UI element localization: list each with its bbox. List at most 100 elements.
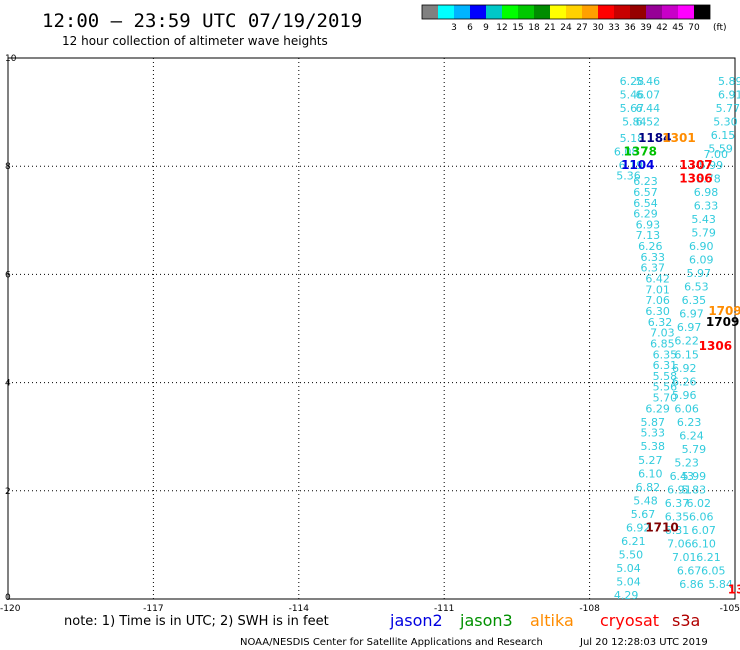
legend-label: 39 — [640, 23, 652, 33]
x-tick-label: -120 — [0, 604, 21, 614]
wave-height-value: 6.06 — [674, 402, 699, 415]
wave-height-value: 5.99 — [682, 470, 707, 483]
wave-height-value: 6.82 — [636, 481, 661, 494]
pass-time-label: 1104 — [621, 158, 654, 172]
wave-height-value: 5.58 — [653, 370, 678, 383]
wave-height-value: 5.96 — [672, 389, 697, 402]
wave-height-value: 5.46 — [620, 89, 645, 102]
plot-frame — [7, 57, 736, 600]
note-text: note: 1) Time is in UTC; 2) SWH is in fe… — [64, 614, 329, 629]
chart-subtitle: 12 hour collection of altimeter wave hei… — [62, 34, 328, 48]
legend-label: 70 — [688, 23, 700, 33]
wave-height-value: 5.77 — [716, 102, 740, 115]
legend-swatch — [486, 5, 502, 19]
wave-height-value: 6.92 — [672, 362, 697, 375]
x-tick-label: -108 — [579, 604, 600, 614]
wave-height-value: 5.27 — [638, 454, 663, 467]
wave-height-value: 6.86 — [679, 578, 704, 591]
wave-height-value: 5.46 — [636, 75, 661, 88]
y-tick-label: 4 — [5, 379, 11, 389]
wave-height-value: 6.02 — [687, 497, 712, 510]
wave-height-value: 6.54 — [633, 197, 658, 210]
wave-height-value: 5.87 — [640, 416, 665, 429]
wave-height-value: 6.22 — [674, 335, 699, 348]
wave-height-value: 6.37 — [640, 262, 665, 275]
legend-swatch — [694, 5, 710, 19]
legend-label: 9 — [483, 23, 489, 33]
legend-swatch — [582, 5, 598, 19]
legend-label: 15 — [512, 23, 523, 33]
wave-height-value: 5.89 — [718, 75, 740, 88]
wave-height-value: 6.30 — [645, 305, 670, 318]
mission-name-s3a: s3a — [672, 611, 700, 630]
y-tick-label: 10 — [5, 54, 17, 64]
wave-height-value: 6.32 — [648, 316, 673, 329]
pass-time-label: 1709 — [708, 304, 740, 318]
wave-height-value: 6.24 — [679, 429, 704, 442]
wave-height-value: 5.97 — [687, 267, 712, 280]
pass-time-label: 1710 — [645, 520, 678, 534]
legend-label: 6 — [467, 23, 473, 33]
legend-label: 24 — [560, 23, 572, 33]
mission-name-altika: altika — [530, 611, 574, 630]
wave-height-value: 6.67 — [677, 565, 702, 578]
pass-time-label: 1307 — [679, 158, 712, 172]
wave-height-value: 5.18 — [620, 132, 645, 145]
x-axis-ticks: -120 -117 -114 -111 -108 -105 — [0, 604, 740, 614]
wave-height-value: 6.26 — [638, 240, 663, 253]
wave-height-value: 6.35 — [653, 348, 678, 361]
pass-time-label: 1184 — [638, 131, 671, 145]
footer-timestamp: Jul 20 12:28:03 UTC 2019 — [579, 637, 708, 648]
wave-height-value: 5.67 — [631, 508, 656, 521]
wave-height-value: 5.59 — [708, 143, 733, 156]
wave-height-value: 5.04 — [616, 575, 641, 588]
pass-time-label: 1305 — [728, 583, 740, 597]
chart-title: 12:00 – 23:59 UTC 07/19/2019 — [42, 10, 362, 32]
mission-legend: jason2 jason3 altika cryosat s3a — [389, 611, 700, 630]
wave-height-value: 6.33 — [694, 199, 719, 212]
wave-height-value: 7.03 — [650, 327, 675, 340]
wave-height-value: 6.85 — [650, 337, 675, 350]
pass-time-label: 1306 — [699, 339, 732, 353]
wave-height-value: 6.37 — [665, 497, 690, 510]
legend-label: 42 — [656, 23, 667, 33]
wave-height-value: 4.29 — [614, 589, 639, 602]
mission-name-cryosat: cryosat — [600, 611, 659, 630]
legend-label: 36 — [624, 23, 636, 33]
legend-swatch — [614, 5, 630, 19]
wave-height-value: 6.21 — [696, 551, 721, 564]
wave-height-value: 6.90 — [689, 240, 714, 253]
wave-height-value: 6.21 — [621, 535, 646, 548]
wave-height-value: 6.06 — [689, 511, 714, 524]
x-tick-label: -111 — [434, 604, 454, 614]
y-axis-ticks: 0 2 4 6 8 10 — [5, 54, 17, 603]
wave-height-value: 5.70 — [653, 392, 678, 405]
pass-time-labels: 1184137811041301130713061709170913061710… — [621, 131, 740, 597]
wave-height-value: 6.97 — [677, 321, 702, 334]
wave-height-value: 7.01 — [672, 551, 697, 564]
wave-height-value: 5.38 — [640, 440, 665, 453]
wave-height-value: 7.00 — [703, 148, 728, 161]
wave-height-value: 6.23 — [677, 416, 702, 429]
legend-label: 12 — [496, 23, 507, 33]
wave-height-value: 6.35 — [682, 294, 707, 307]
wave-height-value: 5.50 — [619, 548, 644, 561]
wave-height-value: 6.33 — [640, 251, 665, 264]
legend-label: 18 — [528, 23, 540, 33]
wave-height-value: 5.36 — [616, 170, 641, 183]
wave-height-value: 5.79 — [691, 227, 716, 240]
wave-height-value: 6.09 — [689, 254, 714, 267]
wave-height-value: 6.10 — [691, 538, 716, 551]
legend-label: 45 — [672, 23, 683, 33]
legend-label: 3 — [451, 23, 457, 33]
y-tick-label: 0 — [5, 593, 11, 603]
legend-swatch — [550, 5, 566, 19]
wave-height-points: 6.285.465.466.075.676.445.846.525.186.08… — [614, 75, 740, 602]
x-tick-label: -105 — [720, 604, 740, 614]
wave-height-value: 6.93 — [636, 218, 661, 231]
legend-swatch — [454, 5, 470, 19]
wave-height-value: 6.26 — [672, 375, 697, 388]
y-tick-label: 2 — [5, 487, 11, 497]
legend-label: 30 — [592, 23, 604, 33]
